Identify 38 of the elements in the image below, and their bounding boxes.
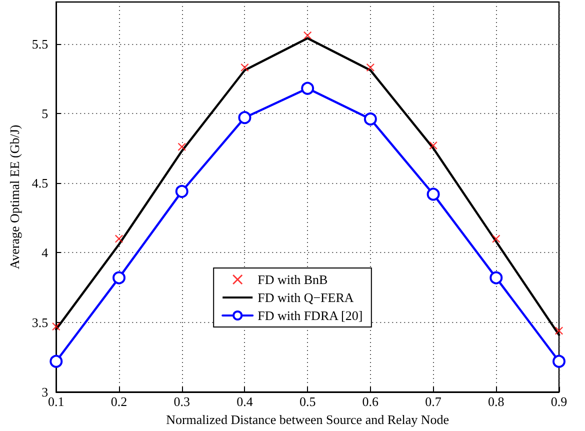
- point: [429, 141, 438, 150]
- y-tick-label: 5: [42, 106, 48, 121]
- x-tick-label: 0.8: [488, 394, 504, 409]
- point: [112, 271, 126, 284]
- y-tick-label: 3: [42, 384, 48, 400]
- point: [366, 63, 374, 72]
- point: [238, 111, 252, 124]
- point: [304, 31, 312, 40]
- point: [240, 63, 249, 72]
- x-tick-label: 0.7: [425, 394, 442, 409]
- y-axis-title: Average Optimal EE (Gb/J): [7, 124, 22, 270]
- x-tick-label: 0.9: [550, 394, 568, 409]
- point: [301, 82, 314, 95]
- y-tick-label: 3.5: [32, 314, 48, 330]
- point: [555, 326, 563, 335]
- point: [52, 322, 60, 331]
- point: [178, 142, 186, 151]
- x-tick-label: 0.2: [110, 394, 128, 409]
- point: [50, 354, 63, 368]
- x-tick-label: 0.5: [299, 394, 316, 409]
- y-tick-label: 4: [42, 245, 49, 260]
- point: [364, 112, 377, 126]
- x-tick-label: 0.4: [236, 394, 254, 409]
- x-tick-label: 0.3: [174, 394, 190, 409]
- legend-label: FD with Q−FERA: [258, 290, 354, 305]
- point: [175, 184, 188, 198]
- x-axis-title: Normalized Distance between Source and Relay Node: [166, 412, 450, 427]
- point: [492, 234, 500, 243]
- legend-label: FD with FDRA [20]: [258, 308, 363, 323]
- point: [490, 271, 503, 284]
- point: [426, 188, 440, 201]
- x-tick-label: 0.6: [362, 394, 380, 409]
- point: [552, 354, 566, 368]
- legend-label: FD with BnB: [258, 272, 328, 287]
- point: [115, 234, 124, 243]
- x-tick-label: 0.1: [48, 394, 64, 409]
- y-tick-label: 5.5: [32, 36, 48, 52]
- y-tick-label: 4.5: [32, 176, 48, 191]
